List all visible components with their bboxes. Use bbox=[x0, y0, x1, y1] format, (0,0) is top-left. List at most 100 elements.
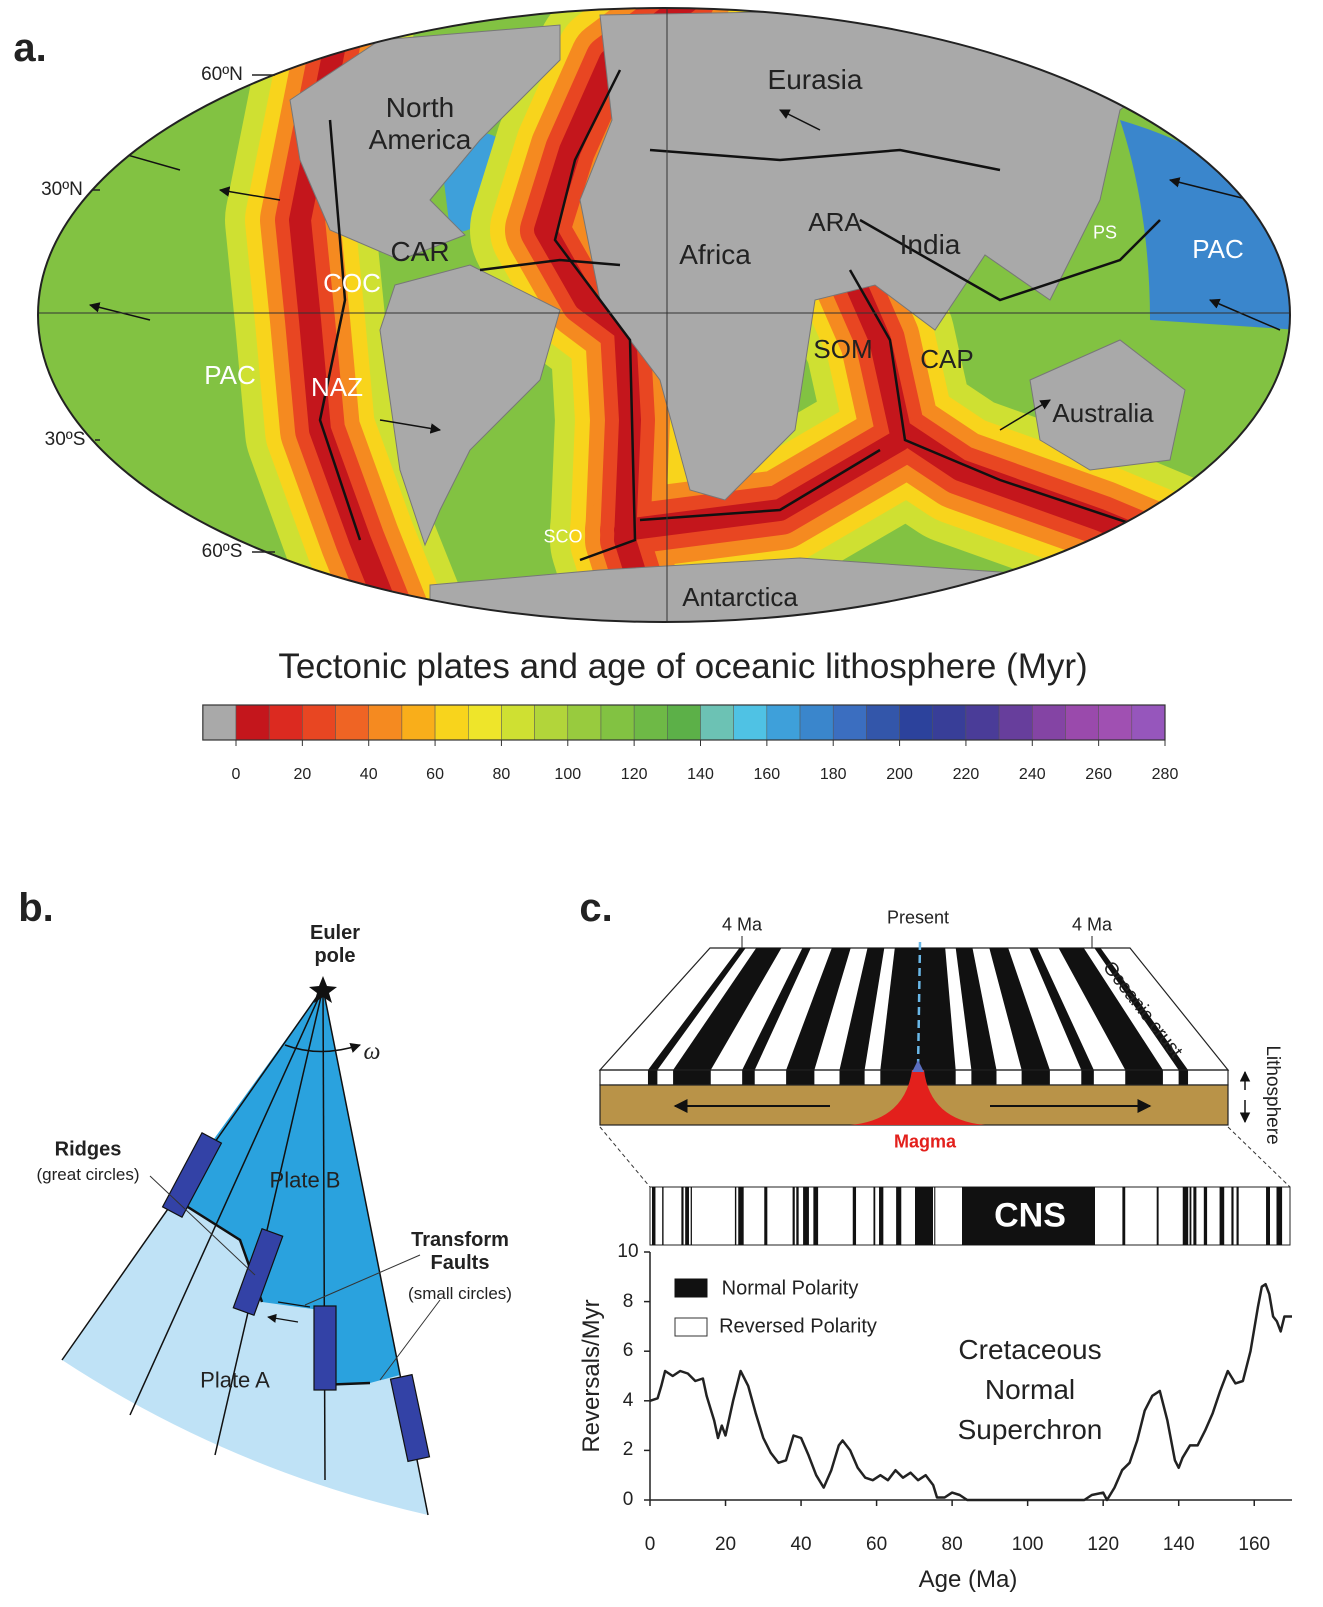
colorbar-tick-label: 280 bbox=[1152, 766, 1179, 784]
ridge-segment bbox=[314, 1306, 336, 1390]
colorbar-tick-label: 20 bbox=[293, 766, 311, 784]
normal-stripe-front bbox=[1179, 1070, 1188, 1085]
colorbar-segment bbox=[468, 705, 501, 740]
panel-label: c. bbox=[579, 885, 612, 931]
polarity-stripe bbox=[934, 1187, 935, 1245]
polarity-stripe bbox=[1204, 1187, 1207, 1245]
latitude-label: 60ºS bbox=[202, 541, 243, 563]
y-axis-label: Reversals/Myr bbox=[578, 1299, 606, 1452]
x-tick-label: 0 bbox=[645, 1534, 656, 1556]
colorbar-tick-label: 240 bbox=[1019, 766, 1046, 784]
plate-b-label: Plate B bbox=[270, 1167, 341, 1192]
polarity-stripe bbox=[873, 1187, 875, 1245]
polarity-stripe bbox=[691, 1187, 692, 1245]
plate-label: North America bbox=[345, 92, 495, 156]
normal-stripe-front bbox=[742, 1070, 755, 1085]
colorbar-tick-label: 140 bbox=[687, 766, 714, 784]
normal-stripe-front bbox=[786, 1070, 814, 1085]
age-label: 4 Ma bbox=[722, 915, 762, 936]
colorbar-tick-label: 80 bbox=[493, 766, 511, 784]
colorbar-segment bbox=[236, 705, 269, 740]
polarity-stripe bbox=[1276, 1187, 1282, 1245]
y-tick-label: 6 bbox=[623, 1340, 634, 1362]
x-axis-label: Age (Ma) bbox=[919, 1566, 1018, 1594]
polarity-stripe bbox=[1183, 1187, 1188, 1245]
normal-stripe-front bbox=[1081, 1070, 1094, 1085]
colorbar-tick-label: 220 bbox=[953, 766, 980, 784]
superchron-annotation: Cretaceous Normal Superchron bbox=[935, 1330, 1125, 1450]
normal-stripe-front bbox=[648, 1070, 657, 1085]
ridges-note: (great circles) bbox=[37, 1165, 140, 1185]
plate-label: Antarctica bbox=[682, 583, 798, 613]
x-tick-label: 100 bbox=[1012, 1534, 1044, 1556]
legend-reversed bbox=[675, 1318, 707, 1336]
polarity-stripe bbox=[735, 1187, 736, 1245]
polarity-stripe bbox=[685, 1187, 689, 1245]
polarity-stripe bbox=[853, 1187, 856, 1245]
plate-label: PS bbox=[1093, 223, 1117, 244]
colorbar-segment bbox=[1032, 705, 1065, 740]
normal-stripe-front bbox=[673, 1070, 711, 1085]
plate-label: PAC bbox=[1192, 235, 1244, 265]
colorbar-segment bbox=[933, 705, 966, 740]
colorbar-segment bbox=[1065, 705, 1098, 740]
plate-label: NAZ bbox=[311, 373, 363, 403]
y-tick-label: 4 bbox=[623, 1390, 634, 1412]
plate-label: PAC bbox=[204, 361, 256, 391]
colorbar-segment bbox=[402, 705, 435, 740]
legend-label: Reversed Polarity bbox=[719, 1316, 877, 1339]
colorbar-segment bbox=[302, 705, 335, 740]
polarity-stripe bbox=[879, 1187, 883, 1245]
polarity-stripe bbox=[793, 1187, 795, 1245]
plate-label: SCO bbox=[543, 527, 582, 548]
colorbar-segment bbox=[866, 705, 899, 740]
normal-stripe-front bbox=[971, 1070, 996, 1085]
lithosphere-label: Lithosphere bbox=[1261, 1045, 1283, 1144]
colorbar-segment bbox=[734, 705, 767, 740]
normal-stripe-front bbox=[1125, 1070, 1163, 1085]
plate-label: Australia bbox=[1052, 399, 1153, 429]
x-tick-label: 60 bbox=[866, 1534, 887, 1556]
plate-label: CAP bbox=[920, 345, 973, 375]
colorbar-segment bbox=[900, 705, 933, 740]
polarity-stripe bbox=[1266, 1187, 1270, 1245]
latitude-label: 60ºN bbox=[201, 64, 243, 86]
colorbar-segment bbox=[833, 705, 866, 740]
colorbar-no-data bbox=[203, 705, 236, 740]
euler-pole-label: Euler pole bbox=[300, 922, 370, 968]
colorbar-segment bbox=[800, 705, 833, 740]
plate-label: CAR bbox=[390, 236, 449, 268]
colorbar-tick-label: 0 bbox=[232, 766, 241, 784]
colorbar-segment bbox=[269, 705, 302, 740]
plate-label: India bbox=[900, 229, 961, 261]
colorbar-segment bbox=[966, 705, 999, 740]
polarity-stripe bbox=[681, 1187, 683, 1245]
magma-label: Magma bbox=[894, 1132, 956, 1153]
legend-normal bbox=[675, 1279, 707, 1297]
polarity-stripe bbox=[1190, 1187, 1192, 1245]
colorbar-segment bbox=[701, 705, 734, 740]
y-tick-label: 8 bbox=[623, 1291, 634, 1313]
polarity-stripe bbox=[1220, 1187, 1225, 1245]
y-tick-label: 2 bbox=[623, 1439, 634, 1461]
colorbar-segment bbox=[336, 705, 369, 740]
plate-label: COC bbox=[323, 269, 381, 299]
plate-label: SOM bbox=[813, 335, 872, 365]
panel-label: a. bbox=[13, 25, 46, 71]
normal-stripe-front bbox=[1022, 1070, 1050, 1085]
polarity-stripe bbox=[1122, 1187, 1125, 1245]
polarity-stripe bbox=[1157, 1187, 1159, 1245]
plate-a-label: Plate A bbox=[200, 1367, 270, 1392]
colorbar-segment bbox=[767, 705, 800, 740]
polarity-stripe bbox=[1193, 1187, 1196, 1245]
age-label: 4 Ma bbox=[1072, 915, 1112, 936]
x-tick-label: 160 bbox=[1238, 1534, 1270, 1556]
x-tick-label: 120 bbox=[1087, 1534, 1119, 1556]
y-tick-label: 0 bbox=[623, 1489, 634, 1511]
ridges-label: Ridges bbox=[55, 1139, 122, 1162]
colorbar-segment bbox=[634, 705, 667, 740]
polarity-stripe bbox=[662, 1187, 663, 1245]
polarity-stripe bbox=[738, 1187, 743, 1245]
polarity-stripe bbox=[764, 1187, 767, 1245]
plate-label: Africa bbox=[679, 239, 751, 271]
